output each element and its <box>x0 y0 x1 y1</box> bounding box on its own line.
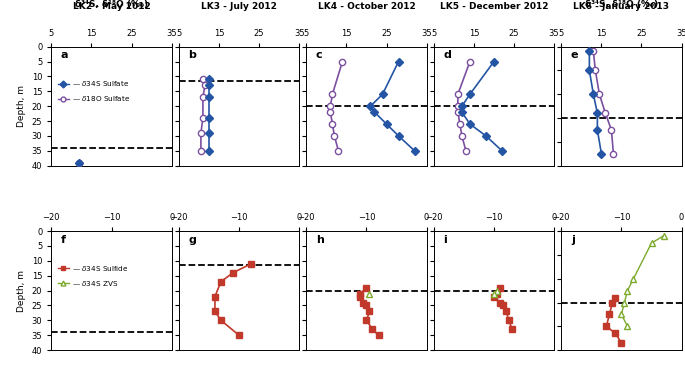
Title: LK3 - July 2012: LK3 - July 2012 <box>201 2 277 11</box>
Legend: — $\delta$34S Sulfate, — $\delta$18O Sulfate: — $\delta$34S Sulfate, — $\delta$18O Sul… <box>55 77 134 106</box>
Text: i: i <box>443 235 447 245</box>
Legend: — $\delta$34S Sulfide, — $\delta$34S ZVS: — $\delta$34S Sulfide, — $\delta$34S ZVS <box>55 261 132 291</box>
Text: δ³⁴S, δ¹⁸O (‰): δ³⁴S, δ¹⁸O (‰) <box>75 0 148 9</box>
Text: g: g <box>188 235 197 245</box>
Text: j: j <box>571 235 575 245</box>
Text: b: b <box>188 50 197 60</box>
Title: LK2 - May 2012: LK2 - May 2012 <box>73 2 151 11</box>
Text: f: f <box>61 235 66 245</box>
Y-axis label: Depth, m: Depth, m <box>17 270 26 312</box>
Text: c: c <box>316 50 323 60</box>
Y-axis label: Depth, m: Depth, m <box>17 85 26 127</box>
Text: d: d <box>443 50 451 60</box>
Text: δ³⁴S, δ¹⁸O (‰): δ³⁴S, δ¹⁸O (‰) <box>585 0 658 9</box>
Title: LK5 - December 2012: LK5 - December 2012 <box>440 2 548 11</box>
Title: LK6 - January 2013: LK6 - January 2013 <box>573 2 669 11</box>
Text: e: e <box>571 50 578 60</box>
Text: h: h <box>316 235 324 245</box>
Title: LK4 - October 2012: LK4 - October 2012 <box>318 2 415 11</box>
Text: a: a <box>61 50 68 60</box>
